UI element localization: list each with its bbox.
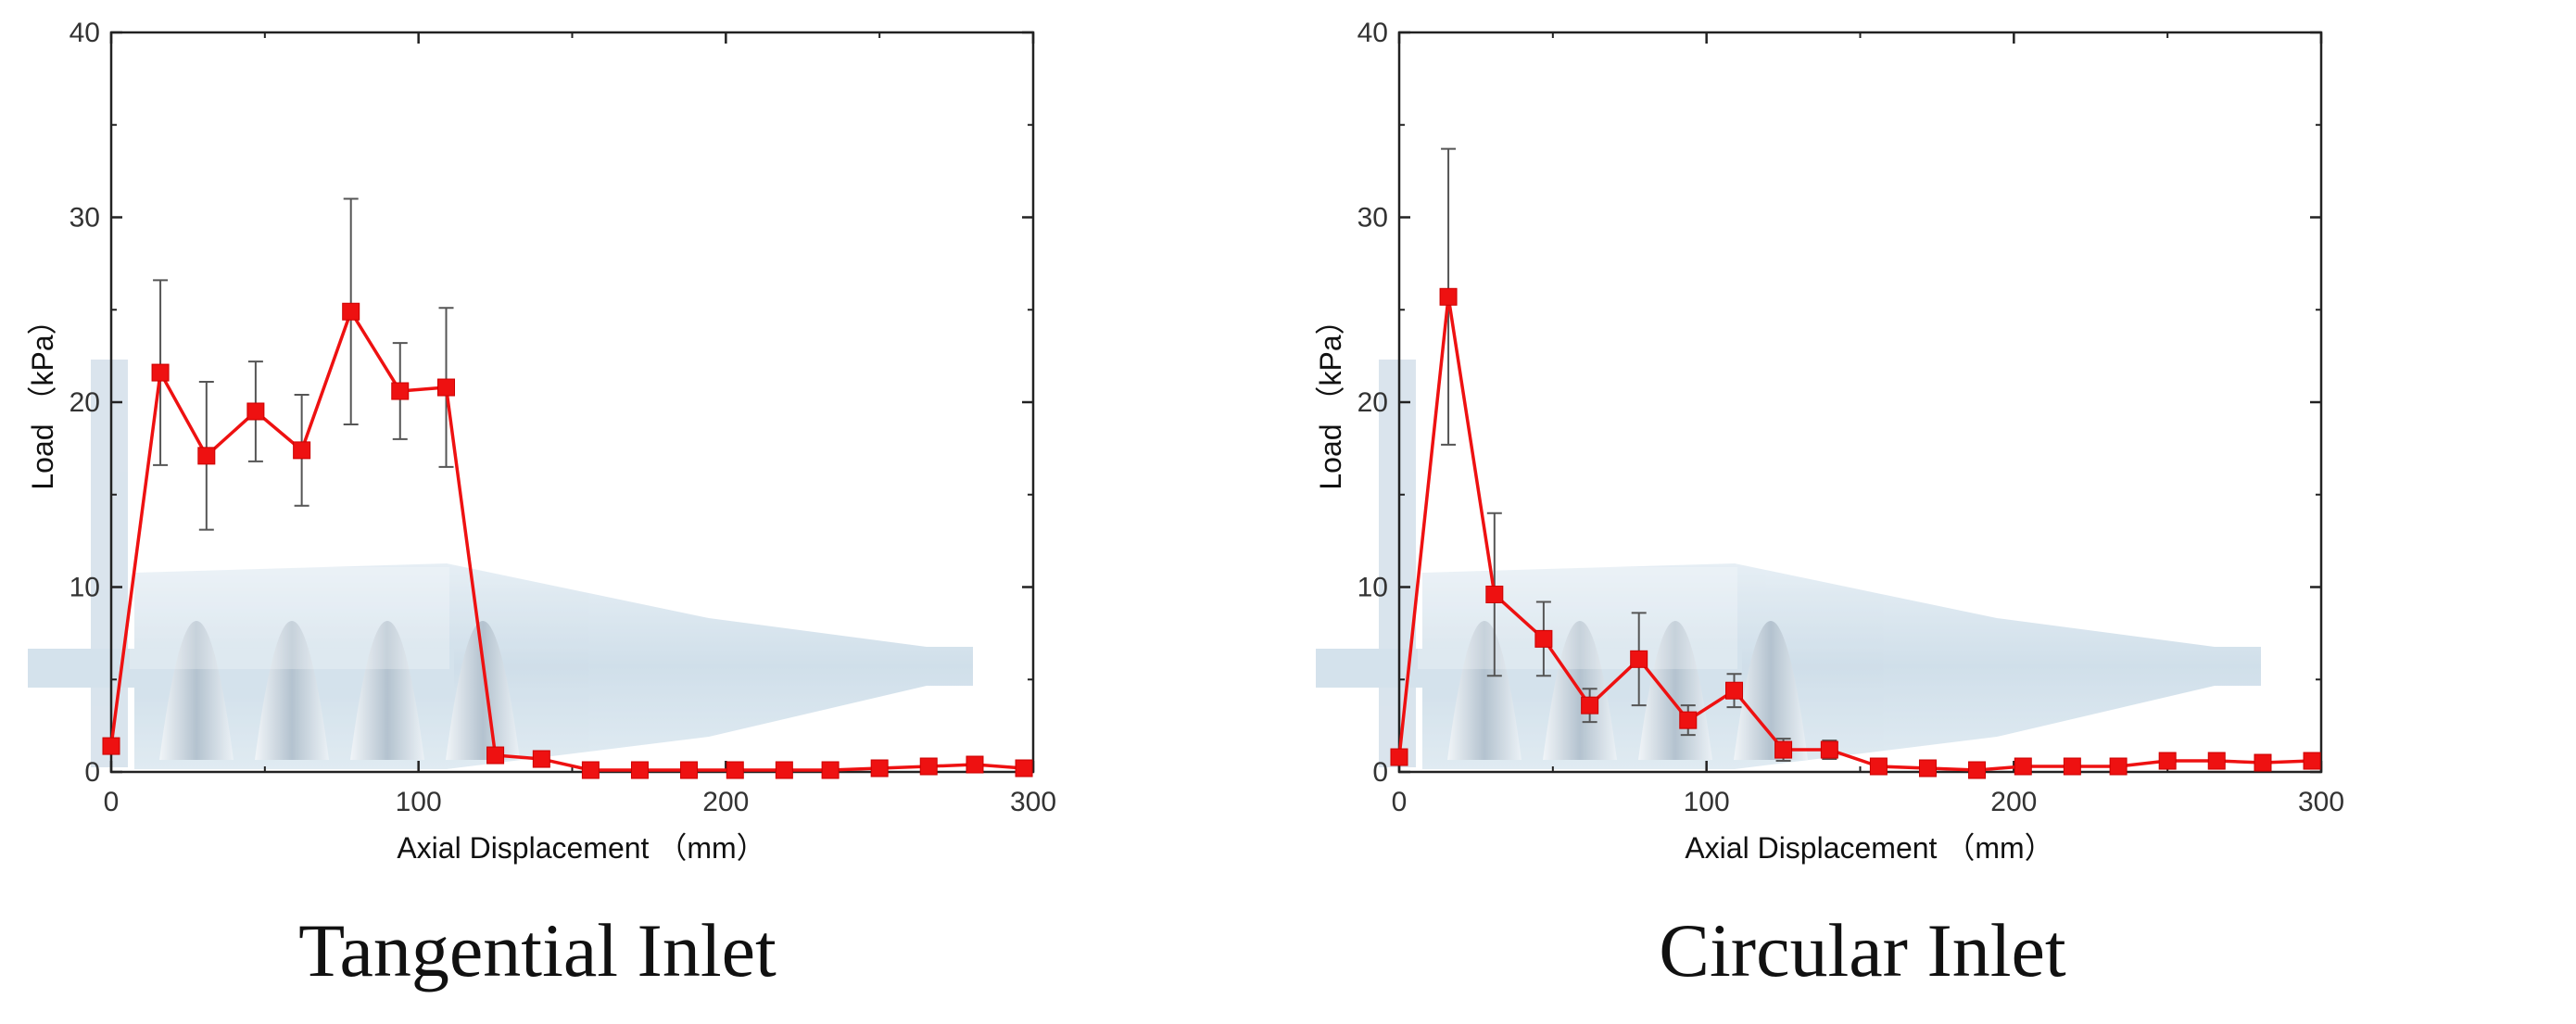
data-point (2014, 757, 2032, 776)
data-point (1869, 757, 1888, 776)
y-tick-label: 30 (69, 203, 100, 234)
x-axis-label: Axial Displacement （mm） (1685, 831, 2053, 865)
data-point (2303, 752, 2321, 770)
helix-loop (159, 621, 234, 760)
y-axis-label: Load （kPa） (1314, 305, 1347, 489)
cyclone-illustration (28, 360, 973, 769)
data-point (1485, 585, 1504, 603)
chart-tangential-inlet: 0 10 20 30 40 0 100 200 300 Axial Displacement （m… (26, 18, 1056, 865)
data-point (726, 761, 744, 779)
x-tick-label: 300 (1010, 787, 1056, 817)
data-point (102, 737, 120, 755)
cyclone-illustration (1316, 360, 2261, 769)
x-tick-label: 200 (702, 787, 749, 817)
data-point (1630, 650, 1648, 668)
data-point (342, 302, 360, 321)
x-tick-label: 100 (396, 787, 442, 817)
x-axis-label: Axial Displacement （mm） (397, 831, 765, 865)
x-tick-label: 100 (1684, 787, 1730, 817)
y-tick-label: 10 (69, 573, 100, 603)
data-point (680, 761, 699, 779)
data-point (966, 755, 984, 774)
data-point (1439, 287, 1458, 306)
cyclone-body (1422, 563, 2261, 769)
helix-loop (350, 621, 424, 760)
chart-circular-inlet: 0 10 20 30 40 0 100 200 300 Axial Displacement （m… (1314, 18, 2344, 865)
data-point (630, 761, 649, 779)
caption-circular-inlet: Circular Inlet (1659, 908, 2066, 992)
y-tick-label: 10 (1357, 573, 1388, 603)
caption-tangential-inlet: Tangential Inlet (298, 908, 777, 992)
data-point (151, 363, 170, 382)
y-tick-label: 20 (1357, 387, 1388, 418)
data-point (1820, 740, 1838, 759)
helix-loop (1447, 621, 1522, 760)
data-point (821, 761, 840, 779)
data-point (293, 441, 311, 460)
data-point (1774, 740, 1793, 759)
data-point (532, 750, 550, 768)
data-point (1679, 711, 1698, 729)
x-tick-label: 200 (1990, 787, 2037, 817)
data-point (2207, 752, 2226, 770)
data-point (870, 759, 889, 777)
data-point (1015, 759, 1033, 777)
inlet-pipe-vertical (1379, 360, 1416, 767)
y-tick-label: 30 (1357, 203, 1388, 234)
x-tick-label: 0 (1392, 787, 1408, 817)
data-point (1390, 748, 1408, 766)
y-tick-label: 0 (1372, 757, 1388, 788)
data-point (1581, 696, 1599, 714)
data-point (775, 761, 793, 779)
data-point (2109, 757, 2128, 776)
data-point (391, 382, 410, 400)
y-tick-label: 40 (1357, 18, 1388, 48)
y-axis-label: Load （kPa） (26, 305, 59, 489)
data-point (486, 746, 505, 765)
cyclone-body (134, 563, 973, 769)
helix-loop (1734, 621, 1808, 760)
data-point (1534, 629, 1553, 648)
data-point (1918, 759, 1937, 777)
chart-panel-tangential: 0 10 20 30 40 0 100 200 300 Axial Displacement （m… (26, 18, 1056, 992)
data-point (2063, 757, 2081, 776)
data-point (246, 402, 265, 421)
helix-loop (446, 621, 520, 760)
helix-loop (255, 621, 329, 760)
chart-panel-circular: 0 10 20 30 40 0 100 200 300 Axial Displacement （m… (1288, 0, 2576, 1024)
data-point (1725, 681, 1744, 700)
data-point (437, 378, 456, 397)
data-point (2158, 752, 2177, 770)
data-point (1968, 761, 1987, 779)
data-point (197, 447, 216, 465)
cylinder-highlight (1418, 567, 1737, 669)
x-tick-label: 0 (104, 787, 120, 817)
y-tick-label: 20 (69, 387, 100, 418)
data-point (2254, 753, 2272, 772)
cylinder-highlight (130, 567, 449, 669)
y-tick-label: 0 (84, 757, 100, 788)
y-tick-label: 40 (69, 18, 100, 48)
x-tick-label: 300 (2298, 787, 2344, 817)
data-point (581, 761, 600, 779)
inlet-pipe-vertical (91, 360, 128, 767)
data-point (919, 757, 938, 776)
